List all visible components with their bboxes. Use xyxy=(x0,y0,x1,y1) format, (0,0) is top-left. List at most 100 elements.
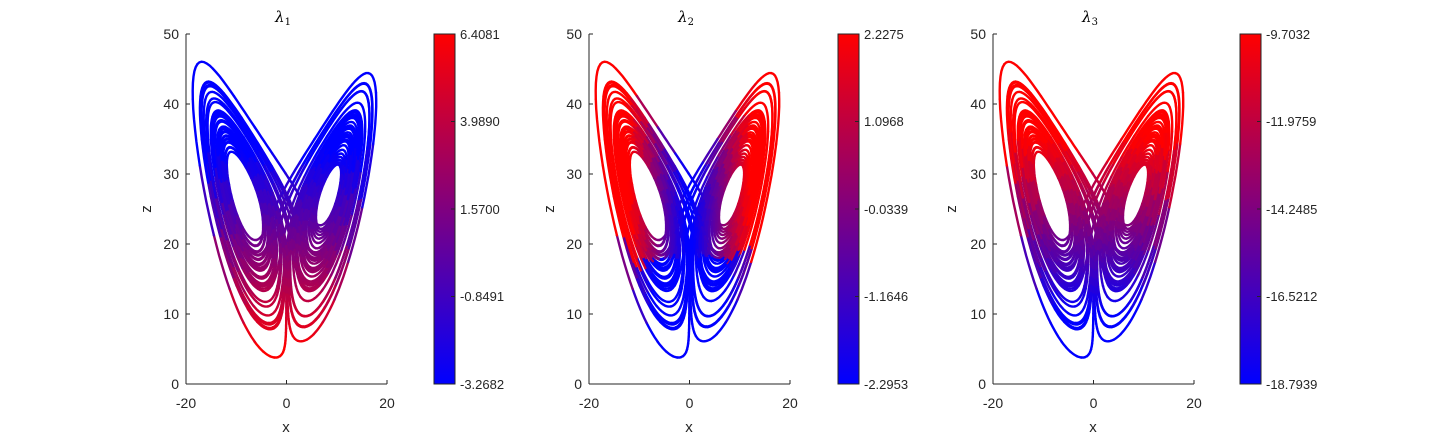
trajectory-segment xyxy=(1035,202,1044,225)
y-tick-label: 20 xyxy=(163,236,179,252)
trajectory-segment xyxy=(607,90,619,101)
trajectory-segment xyxy=(715,283,725,292)
trajectory-segment xyxy=(1007,81,1021,93)
trajectory-segment xyxy=(622,235,638,279)
trajectory-segment xyxy=(1047,232,1056,246)
trajectory-segment xyxy=(723,274,736,292)
trajectory-segment xyxy=(1140,204,1148,222)
trajectory-segment xyxy=(1102,199,1109,217)
trajectory-segment xyxy=(619,154,626,183)
trajectory-segment xyxy=(207,150,218,199)
trajectory-segment xyxy=(732,154,741,164)
trajectory-segment xyxy=(704,169,715,190)
trajectory-segment xyxy=(1070,231,1074,242)
trajectory-segment xyxy=(323,230,331,241)
trajectory-segment xyxy=(200,81,214,93)
trajectory-segment xyxy=(1078,152,1094,175)
trajectory-segment xyxy=(713,283,722,290)
trajectory-segment xyxy=(1133,220,1141,233)
trajectory-segment xyxy=(260,209,265,222)
trajectory-segment xyxy=(602,126,613,184)
trajectory-segment xyxy=(712,212,716,224)
trajectory-segment xyxy=(1142,152,1150,158)
trajectory-segment xyxy=(738,215,750,244)
trajectory-segment xyxy=(1140,149,1149,157)
trajectory-segment xyxy=(623,200,635,235)
trajectory-segment xyxy=(1014,181,1029,238)
trajectory-segment xyxy=(304,195,311,211)
trajectory-segment xyxy=(214,112,227,118)
trajectory-segment xyxy=(1127,274,1140,292)
trajectory-segment xyxy=(299,183,308,202)
trajectory-segment xyxy=(326,232,336,249)
trajectory-segment xyxy=(763,141,775,200)
colorbar-tick-label: 1.5700 xyxy=(460,202,500,217)
trajectory-segment xyxy=(326,252,339,275)
trajectory-segment xyxy=(289,202,297,218)
trajectory-segment xyxy=(1017,97,1032,106)
trajectory-segment xyxy=(717,297,729,312)
trajectory-segment xyxy=(1144,127,1156,138)
trajectory-segment xyxy=(223,130,234,137)
trajectory-segment xyxy=(1101,163,1115,186)
trajectory-segment xyxy=(1128,298,1143,324)
trajectory-segment xyxy=(324,223,332,233)
trajectory-segment xyxy=(1020,91,1038,107)
trajectory-segment xyxy=(328,219,336,233)
trajectory-segment xyxy=(307,198,313,213)
trajectory-segment xyxy=(663,174,673,193)
trajectory-segment xyxy=(1141,223,1153,252)
trajectory-segment xyxy=(656,340,668,353)
trajectory-segment xyxy=(348,138,354,152)
trajectory-segment xyxy=(671,225,674,239)
trajectory-segment xyxy=(612,138,620,177)
trajectory-segment xyxy=(305,220,309,233)
trajectory-segment xyxy=(615,111,626,118)
trajectory-segment xyxy=(623,119,636,128)
trajectory-segment xyxy=(205,97,214,117)
trajectory-segment xyxy=(332,213,341,234)
trajectory-segment xyxy=(331,92,351,119)
trajectory-segment xyxy=(286,237,291,251)
trajectory-segment xyxy=(1021,112,1034,118)
trajectory-segment xyxy=(1168,106,1174,133)
trajectory-segment xyxy=(238,256,250,274)
trajectory-segment xyxy=(1064,191,1070,205)
trajectory-segment xyxy=(663,202,669,216)
trajectory-segment xyxy=(661,190,668,206)
trajectory-segment xyxy=(334,243,349,280)
trajectory-segment xyxy=(1058,143,1073,167)
trajectory-segment xyxy=(1158,145,1164,173)
colorbar-lambda-2: -2.2953 -1.1646 -0.0339 1.0968 2.2275 xyxy=(837,27,908,392)
trajectory-segment xyxy=(735,156,743,163)
trajectory-segment xyxy=(659,173,669,192)
trajectory-segment xyxy=(312,275,321,283)
trajectory-segment xyxy=(1150,191,1161,226)
trajectory-segment xyxy=(1065,199,1070,212)
trajectory-segment xyxy=(217,177,227,212)
trajectory-segment xyxy=(747,109,761,118)
trajectory-segment xyxy=(210,82,230,101)
trajectory-segment xyxy=(271,216,276,231)
trajectory-segment xyxy=(654,292,665,302)
trajectory-segment xyxy=(1112,184,1120,202)
trajectory-segment xyxy=(1105,245,1109,257)
trajectory-segment xyxy=(634,244,647,270)
trajectory-segment xyxy=(698,175,709,196)
trajectory-segment xyxy=(769,107,774,150)
trajectory-segment xyxy=(267,190,275,208)
trajectory-segment xyxy=(1133,151,1143,164)
trajectory-segment xyxy=(1065,150,1080,174)
trajectory-segment xyxy=(1112,209,1117,223)
trajectory-segment xyxy=(1036,232,1049,259)
trajectory-segment xyxy=(259,189,267,205)
trajectory-segment xyxy=(699,202,706,219)
trajectory-segment xyxy=(1179,91,1185,146)
trajectory-segment xyxy=(1120,264,1128,270)
trajectory-segment xyxy=(716,148,729,170)
trajectory-segment xyxy=(1143,222,1156,255)
trajectory-segment xyxy=(1127,258,1137,272)
trajectory-segment xyxy=(616,91,634,107)
trajectory-segment xyxy=(998,98,1008,167)
trajectory-segment xyxy=(1070,174,1081,194)
